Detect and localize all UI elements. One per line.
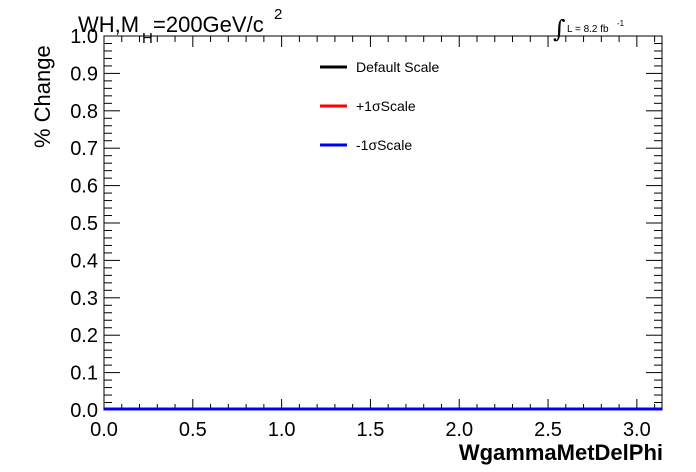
legend-label-1: +1σScale <box>356 98 416 114</box>
y-tick-label: 0.0 <box>70 400 98 422</box>
y-tick-label: 0.5 <box>70 213 98 235</box>
title-mid: =200GeV/c <box>153 12 264 37</box>
x-tick-label: 1.0 <box>268 419 296 441</box>
y-tick-label: 0.3 <box>70 288 98 310</box>
y-tick-label: 0.8 <box>70 101 98 123</box>
x-tick-label: 0.0 <box>90 419 118 441</box>
y-tick-label: 0.7 <box>70 138 98 160</box>
integral-symbol: ∫ <box>553 15 566 43</box>
axis-ticks: 0.0 0.5 1.0 1.5 2.0 2.5 3.0 0.0 0.1 0.2 0.3 0.4 0.5 0… <box>70 26 662 441</box>
luminosity-text: L = 8.2 fb <box>567 24 609 35</box>
y-tick-label: 0.9 <box>70 63 98 85</box>
x-axis-title: WgammaMetDelPhi <box>459 440 663 465</box>
title-prefix: WH,M <box>78 12 139 37</box>
chart-title: WH,M H =200GeV/c 2 <box>78 6 282 47</box>
legend-label-0: Default Scale <box>356 59 439 75</box>
y-tick-label: 0.2 <box>70 325 98 347</box>
x-tick-label: 1.5 <box>357 419 385 441</box>
x-tick-label: 3.0 <box>623 419 651 441</box>
y-tick-label: 0.4 <box>70 250 98 272</box>
x-tick-label: 2.5 <box>534 419 562 441</box>
title-subscript: H <box>142 30 153 47</box>
luminosity-label: ∫ L = 8.2 fb -1 <box>553 15 625 43</box>
y-tick-label: 0.6 <box>70 176 98 198</box>
plot-frame <box>103 35 663 411</box>
luminosity-superscript: -1 <box>617 19 625 28</box>
x-tick-label: 2.0 <box>445 419 473 441</box>
y-axis-title: % Change <box>30 45 55 148</box>
legend: Default Scale +1σScale -1σScale <box>320 59 439 153</box>
y-tick-label: 0.1 <box>70 363 98 385</box>
x-tick-label: 0.5 <box>179 419 207 441</box>
legend-label-2: -1σScale <box>356 137 412 153</box>
title-superscript: 2 <box>274 6 282 23</box>
y-tick-label: 1.0 <box>70 26 98 48</box>
